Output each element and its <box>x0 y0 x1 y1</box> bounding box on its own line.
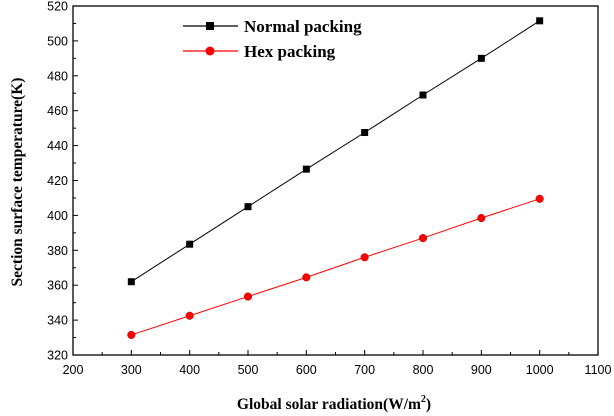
series-line-2 <box>131 198 540 336</box>
data-point-square <box>536 17 544 25</box>
data-point-square <box>244 203 252 211</box>
y-tick-label: 520 <box>47 0 68 14</box>
x-tick-label: 500 <box>238 363 259 377</box>
y-tick-label: 340 <box>47 314 68 328</box>
data-point-square <box>186 240 194 248</box>
data-point-circle <box>127 330 136 339</box>
data-point-circle <box>477 213 486 223</box>
data-point-square <box>127 278 135 286</box>
plot-frame <box>72 5 599 356</box>
x-tick-label: 1000 <box>526 363 554 377</box>
data-point-circle <box>360 253 369 262</box>
legend: Normal packing Hex packing <box>183 17 362 61</box>
y-axis-title: Section surface temperature(K) <box>9 78 26 287</box>
y-tick-label: 400 <box>47 209 68 223</box>
y-tick-label: 320 <box>47 349 68 363</box>
data-point-square <box>419 91 427 99</box>
legend-marker-square <box>206 22 214 30</box>
x-tick-label: 1100 <box>585 363 612 377</box>
y-tick-label: 500 <box>47 34 68 48</box>
data-point-circle <box>185 311 194 320</box>
y-tick-label: 360 <box>47 279 68 293</box>
x-tick-label: 600 <box>296 363 317 377</box>
x-tick-label: 200 <box>63 363 84 377</box>
legend-label-2: Hex packing <box>244 42 336 61</box>
x-tick-label: 700 <box>354 363 375 377</box>
x-tick-label: 900 <box>471 363 492 377</box>
y-tick-label: 460 <box>47 104 68 118</box>
y-tick-label: 480 <box>47 69 68 83</box>
series-line-1 <box>131 20 540 283</box>
data-point-square <box>361 129 369 137</box>
legend-label-1: Normal packing <box>244 17 362 36</box>
y-tick-label: 380 <box>47 244 68 258</box>
data-point-square <box>477 54 485 62</box>
data-point-circle <box>243 292 253 301</box>
y-tick-label: 440 <box>47 139 68 153</box>
data-point-square <box>302 165 310 173</box>
series-layer <box>127 17 544 339</box>
data-point-circle <box>418 234 428 243</box>
y-tick-label: 420 <box>47 174 68 188</box>
x-axis-ticks: 200 300 400 500 600 700 800 900 1000 1100 <box>63 350 612 377</box>
x-axis-title: Global solar radiation(W/m2) <box>237 394 431 413</box>
x-tick-label: 800 <box>413 363 434 377</box>
x-tick-label: 400 <box>179 363 200 377</box>
x-tick-label: 300 <box>121 363 142 377</box>
y-axis-ticks: 320 340 360 380 400 420 440 460 480 500 520 <box>47 0 78 363</box>
data-point-circle <box>302 273 311 282</box>
legend-marker-circle <box>205 46 215 56</box>
data-point-circle <box>535 194 544 203</box>
